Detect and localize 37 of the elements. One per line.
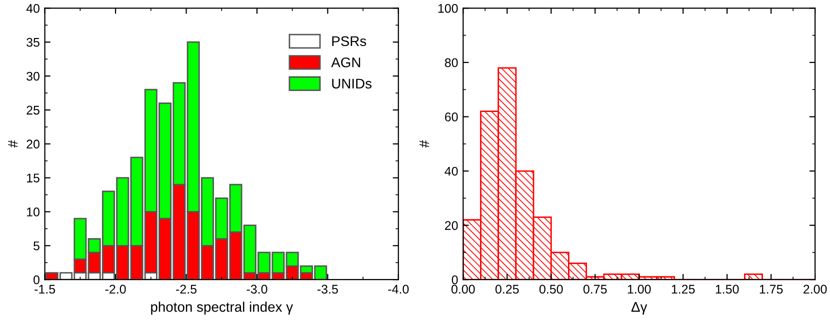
x-tick-label: 1.25 — [672, 284, 695, 294]
x-tick-label: 0.75 — [583, 284, 607, 294]
x-tick-label: -3.0 — [246, 284, 268, 294]
x-tick-label: 0.50 — [539, 284, 563, 294]
x-tick-label: 2.00 — [804, 284, 827, 294]
y-tick-label: 80 — [444, 58, 458, 68]
y-tick-label: 40 — [444, 166, 458, 176]
x-axis-title: Δγ — [631, 302, 648, 315]
legend-label: AGN — [331, 57, 360, 68]
y-tick-label: 15 — [27, 174, 40, 182]
y-tick-label: 25 — [26, 106, 40, 115]
x-tick-label: -2.0 — [105, 284, 126, 294]
y-axis-title: # — [8, 140, 18, 148]
x-tick-label: 1.50 — [716, 284, 739, 294]
legend-label: UNIDs — [332, 78, 372, 89]
y-tick-label: 35 — [26, 38, 40, 47]
x-tick-label: 0.25 — [495, 284, 519, 294]
x-tick-label: 0.00 — [451, 284, 475, 294]
x-tick-label: -4.0 — [388, 284, 409, 294]
y-axis-title: # — [419, 140, 429, 148]
y-tick-label: 40 — [26, 4, 40, 13]
x-tick-label: 1.00 — [628, 284, 651, 294]
x-tick-label: -2.5 — [176, 284, 196, 294]
y-tick-label: 10 — [27, 208, 40, 216]
y-tick-label: 60 — [445, 112, 458, 122]
legend-label: PSRs — [332, 36, 366, 46]
y-tick-label: 100 — [438, 4, 458, 13]
y-tick-label: 20 — [26, 140, 40, 149]
y-tick-label: 20 — [445, 221, 458, 230]
x-tick-label: -1.5 — [34, 284, 56, 294]
y-tick-label: 5 — [34, 242, 40, 250]
y-tick-label: 30 — [26, 72, 40, 81]
x-tick-label: -3.5 — [317, 284, 338, 294]
x-tick-label: 1.75 — [760, 284, 783, 294]
y-tick-label: 0 — [452, 275, 458, 284]
y-tick-label: 0 — [33, 275, 40, 284]
x-axis-title: photon spectral index γ — [151, 302, 293, 315]
